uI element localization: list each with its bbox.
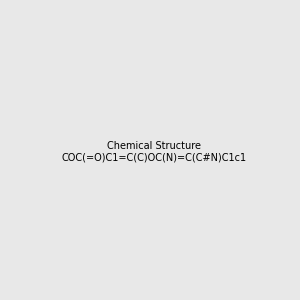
Text: Chemical Structure
COC(=O)C1=C(C)OC(N)=C(C#N)C1c1: Chemical Structure COC(=O)C1=C(C)OC(N)=C… xyxy=(61,141,246,162)
